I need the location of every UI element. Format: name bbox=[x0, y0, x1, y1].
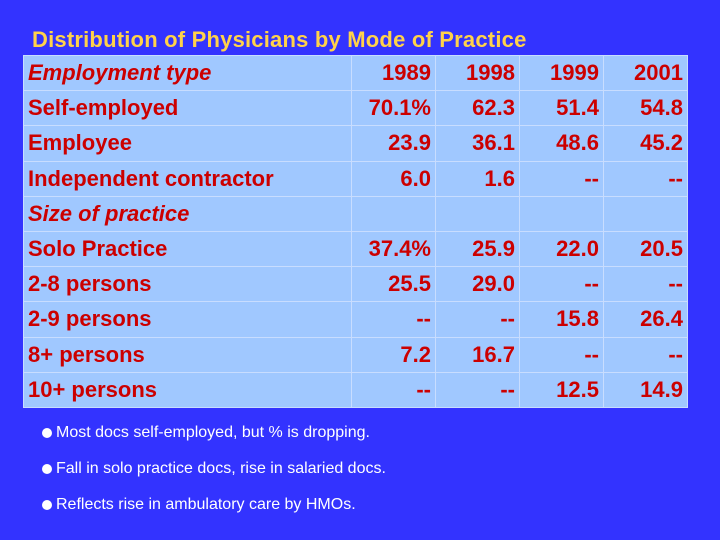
table-cell: -- bbox=[435, 371, 520, 409]
row-label: 2-9 persons bbox=[23, 301, 352, 338]
table-cell: 36.1 bbox=[435, 125, 520, 162]
table-cell-empty bbox=[435, 195, 520, 232]
table-row: Independent contractor 6.0 1.6 -- -- bbox=[23, 160, 688, 197]
table-cell: -- bbox=[351, 371, 436, 409]
table-cell: 25.9 bbox=[435, 230, 520, 268]
table-row: Self-employed 70.1% 62.3 51.4 54.8 bbox=[23, 90, 688, 127]
slide-title: Distribution of Physicians by Mode of Pr… bbox=[32, 27, 527, 52]
table-cell: 7.2 bbox=[351, 336, 436, 373]
table-cell: 14.9 bbox=[603, 371, 688, 409]
table-cell: -- bbox=[603, 336, 688, 373]
bullet-item: Most docs self-employed, but % is droppi… bbox=[42, 415, 386, 451]
table-row: 2-9 persons -- -- 15.8 26.4 bbox=[23, 301, 688, 338]
table-row: Solo Practice 37.4% 25.9 22.0 20.5 bbox=[23, 230, 688, 268]
year-header: 1999 bbox=[519, 54, 604, 92]
table-cell: 48.6 bbox=[519, 125, 604, 162]
table-header-row: Employment type 1989 1998 1999 2001 bbox=[23, 54, 688, 92]
table-cell: 37.4% bbox=[351, 230, 436, 268]
table-cell: -- bbox=[603, 160, 688, 197]
table-cell-empty bbox=[519, 195, 604, 232]
table-cell: 23.9 bbox=[351, 125, 436, 162]
table-cell: 51.4 bbox=[519, 90, 604, 127]
table-cell: 26.4 bbox=[603, 301, 688, 338]
bullet-dot-icon bbox=[42, 464, 52, 474]
year-header: 2001 bbox=[603, 54, 688, 92]
table-cell: -- bbox=[435, 301, 520, 338]
table-cell: 45.2 bbox=[603, 125, 688, 162]
table-cell: 15.8 bbox=[519, 301, 604, 338]
row-label: Solo Practice bbox=[23, 230, 352, 268]
table-cell: -- bbox=[351, 301, 436, 338]
size-of-practice-header: Size of practice bbox=[23, 195, 352, 232]
row-label: Self-employed bbox=[23, 90, 352, 127]
bullet-dot-icon bbox=[42, 428, 52, 438]
table-cell: 25.5 bbox=[351, 266, 436, 303]
table-cell: 6.0 bbox=[351, 160, 436, 197]
table-cell: -- bbox=[603, 266, 688, 303]
table-row: 10+ persons -- -- 12.5 14.9 bbox=[23, 371, 688, 409]
table-cell: 54.8 bbox=[603, 90, 688, 127]
section-header-row: Size of practice bbox=[23, 195, 688, 232]
bullet-list: Most docs self-employed, but % is droppi… bbox=[42, 415, 386, 523]
table-cell: 16.7 bbox=[435, 336, 520, 373]
table-row: Employee 23.9 36.1 48.6 45.2 bbox=[23, 125, 688, 162]
table-cell: -- bbox=[519, 336, 604, 373]
table-cell: -- bbox=[519, 266, 604, 303]
bullet-text: Reflects rise in ambulatory care by HMOs… bbox=[56, 496, 356, 513]
year-header: 1989 bbox=[351, 54, 436, 92]
table-cell: 12.5 bbox=[519, 371, 604, 409]
table-cell: 62.3 bbox=[435, 90, 520, 127]
table-cell: 22.0 bbox=[519, 230, 604, 268]
data-table: Employment type 1989 1998 1999 2001 Self… bbox=[23, 54, 688, 409]
table-row: 8+ persons 7.2 16.7 -- -- bbox=[23, 336, 688, 373]
table-cell: 1.6 bbox=[435, 160, 520, 197]
row-label: 10+ persons bbox=[23, 371, 352, 409]
bullet-text: Most docs self-employed, but % is droppi… bbox=[56, 424, 370, 441]
row-label: Independent contractor bbox=[23, 160, 352, 197]
table-cell: -- bbox=[519, 160, 604, 197]
bullet-item: Reflects rise in ambulatory care by HMOs… bbox=[42, 487, 386, 523]
row-label: 2-8 persons bbox=[23, 266, 352, 303]
year-header: 1998 bbox=[435, 54, 520, 92]
table-cell: 20.5 bbox=[603, 230, 688, 268]
table-row: 2-8 persons 25.5 29.0 -- -- bbox=[23, 266, 688, 303]
table-cell: 70.1% bbox=[351, 90, 436, 127]
table-cell-empty bbox=[603, 195, 688, 232]
bullet-item: Fall in solo practice docs, rise in sala… bbox=[42, 451, 386, 487]
bullet-text: Fall in solo practice docs, rise in sala… bbox=[56, 460, 386, 477]
bullet-dot-icon bbox=[42, 500, 52, 510]
employment-type-header: Employment type bbox=[23, 54, 352, 92]
table-cell: 29.0 bbox=[435, 266, 520, 303]
table-cell-empty bbox=[351, 195, 436, 232]
row-label: 8+ persons bbox=[23, 336, 352, 373]
row-label: Employee bbox=[23, 125, 352, 162]
